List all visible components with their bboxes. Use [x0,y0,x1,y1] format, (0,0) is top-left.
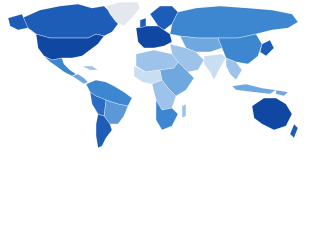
indonesia [231,83,277,95]
argentina-chile [95,113,113,149]
usa [35,33,105,61]
russia [169,5,299,39]
japan-korea [259,39,275,57]
china [217,33,263,65]
southeast-asia [225,57,243,81]
mexico [43,55,77,77]
india [203,53,227,81]
caribbean [81,65,99,71]
papua [275,89,289,97]
western-europe [135,25,173,49]
greenland [105,1,141,27]
canada [21,3,119,39]
alaska [7,13,29,31]
australia [251,97,293,131]
world-map [7,1,299,149]
central-america [71,73,89,85]
page [7,1,299,149]
madagascar [181,103,187,119]
new-zealand [289,123,299,139]
southern-africa [155,99,179,131]
uk [139,17,147,29]
